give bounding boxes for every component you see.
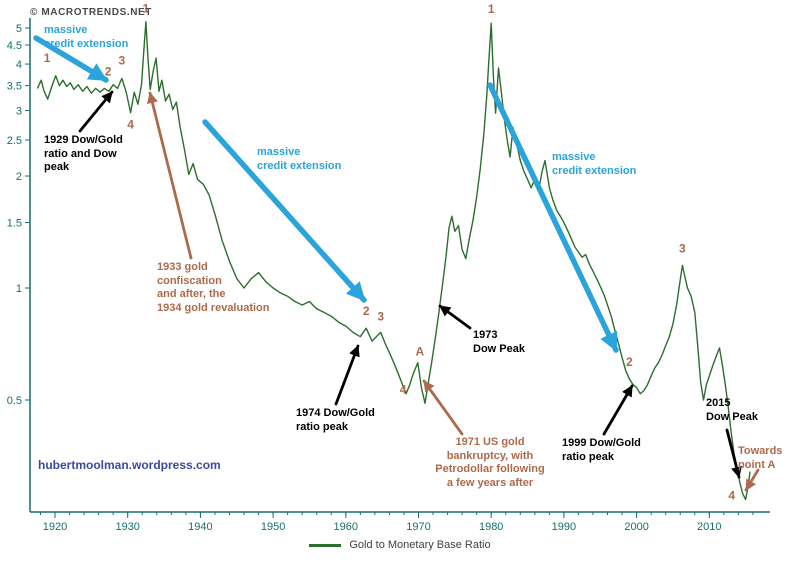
annotation-towards-point-a: Towards point A (738, 445, 783, 471)
wave-marker-3: 3 (119, 53, 126, 67)
wave-marker-2: 2 (626, 355, 633, 369)
annotation-credit-extension-2: massive credit extension (257, 146, 342, 172)
y-tick-label: 2.5 (7, 135, 22, 147)
legend: Gold to Monetary Base Ratio (0, 539, 800, 551)
annotation-dow-1999: 1999 Dow/Gold ratio peak (562, 437, 641, 463)
wave-marker-1: 1 (44, 51, 51, 65)
x-tick-label: 2010 (697, 521, 721, 533)
x-tick-label: 1920 (43, 521, 67, 533)
y-tick-label: 0.5 (7, 395, 22, 407)
x-tick-label: 1990 (552, 521, 576, 533)
x-tick-label: 1950 (261, 521, 285, 533)
wave-marker-4: 4 (728, 489, 735, 503)
black-arrow (602, 384, 634, 436)
blue-arrow (33, 35, 109, 83)
y-tick-label: 3 (16, 106, 22, 118)
y-tick-label: 5 (16, 23, 22, 35)
wave-marker-2: 2 (363, 304, 370, 318)
y-tick-label: 4.5 (7, 40, 22, 52)
wave-marker-a: A (415, 345, 424, 359)
wave-marker-3: 3 (679, 241, 686, 255)
annotation-dow-1929: 1929 Dow/Gold ratio and Dow peak (44, 134, 123, 173)
black-arrow (334, 344, 360, 406)
blue-arrow (202, 119, 367, 303)
ratio-line-series (36, 21, 751, 501)
legend-line-swatch (309, 543, 342, 547)
legend-label: Gold to Monetary Base Ratio (349, 539, 491, 551)
site-watermark: hubertmoolman.wordpress.com (38, 458, 221, 472)
brown-arrow (422, 379, 464, 436)
brown-arrow (744, 468, 760, 492)
y-tick-label: 2 (16, 171, 22, 183)
y-tick-label: 4 (16, 59, 22, 71)
annotation-dow-1974: 1974 Dow/Gold ratio peak (296, 407, 375, 433)
axis-labels: 5 4.5 4 3.5 3 2.5 2 1.5 1 0.5 1920 1930 1940 1950 1960… (7, 23, 722, 533)
y-tick-label: 3.5 (7, 81, 22, 93)
x-tick-label: 1970 (406, 521, 430, 533)
wave-marker-1: 1 (143, 2, 150, 16)
black-arrow (725, 428, 742, 479)
blue-arrow (487, 82, 619, 353)
ticks (25, 27, 754, 518)
y-tick-label: 1 (16, 283, 22, 295)
wave-marker-4: 4 (127, 118, 134, 132)
annotation-credit-extension-3: massive credit extension (552, 151, 637, 177)
annotation-gold-1933: 1933 gold confiscation and after, the 1934 … (157, 261, 270, 314)
wave-marker-2: 2 (105, 64, 112, 78)
annotation-dow-1973: 1973 Dow Peak (473, 329, 525, 355)
wave-marker-3: 3 (377, 309, 384, 323)
brown-arrow (146, 91, 193, 260)
black-arrow (438, 304, 472, 330)
black-arrow (78, 90, 114, 133)
annotation-credit-extension-1: massive credit extension (44, 24, 129, 50)
x-tick-label: 2000 (624, 521, 648, 533)
x-tick-label: 1980 (479, 521, 503, 533)
x-tick-label: 1930 (115, 521, 139, 533)
wave-marker-1: 1 (488, 2, 495, 16)
annotation-dow-2015: 2015 Dow Peak (706, 397, 758, 423)
macrotrends-watermark: © MACROTRENDS.NET (30, 7, 153, 18)
axes (29, 18, 770, 513)
annotation-gold-1971: 1971 US gold bankruptcy, with Petrodollar … (435, 436, 545, 489)
x-tick-label: 1940 (188, 521, 212, 533)
wave-marker-4: 4 (400, 383, 407, 397)
y-tick-label: 1.5 (7, 218, 22, 230)
x-tick-label: 1960 (334, 521, 358, 533)
